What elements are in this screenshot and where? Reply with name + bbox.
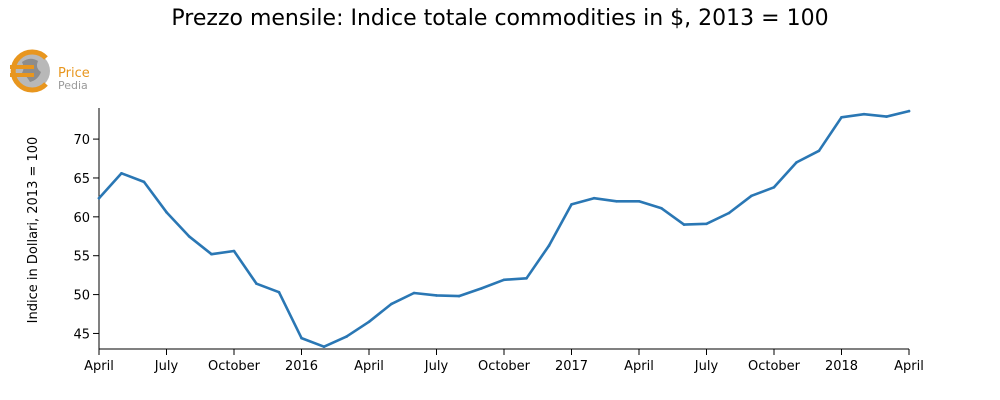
chart-axes: 45 50 55 60 65 70 April July October 2016 April Jul…: [73, 108, 924, 374]
data-point: [412, 291, 416, 295]
data-point: [840, 116, 843, 119]
x-tick-label: July: [154, 359, 179, 374]
pricepedia-logo: Price Pedia: [8, 48, 118, 94]
data-point: [885, 115, 888, 118]
data-point: [907, 109, 911, 113]
x-tick-label: October: [748, 359, 801, 374]
euro-globe-icon: [10, 49, 50, 93]
data-point: [660, 207, 663, 210]
x-tick-label: 2016: [285, 359, 318, 374]
data-point: [480, 287, 483, 290]
y-tick-label: 55: [73, 250, 90, 265]
y-tick-label: 70: [73, 133, 90, 148]
y-tick-label: 45: [73, 327, 90, 342]
data-point: [795, 161, 798, 164]
y-tick-label: 65: [73, 172, 90, 187]
data-point: [390, 302, 393, 306]
data-point: [210, 252, 213, 256]
x-tick-label: October: [478, 359, 531, 374]
logo-text-price: Price: [58, 66, 90, 81]
x-tick-label: April: [354, 359, 384, 374]
data-point: [862, 112, 866, 116]
data-point: [457, 294, 461, 298]
data-point: [255, 282, 258, 286]
data-point: [750, 194, 753, 198]
x-tick-label: April: [84, 359, 114, 374]
data-point: [817, 149, 821, 153]
data-point: [727, 211, 731, 215]
x-tick-label: 2018: [825, 359, 858, 374]
chart-marks: [97, 109, 911, 349]
data-point: [277, 290, 281, 294]
x-tick-label: April: [624, 359, 654, 374]
x-tick-label: July: [694, 359, 719, 374]
data-point: [187, 235, 191, 238]
x-tick-label: July: [424, 359, 449, 374]
series-line: [97, 109, 911, 348]
data-point: [97, 196, 101, 200]
x-tick-label: 2017: [555, 359, 588, 374]
data-point: [682, 223, 686, 226]
data-point: [367, 320, 371, 324]
data-point: [570, 203, 573, 206]
y-tick-label: 50: [73, 289, 90, 304]
data-point: [772, 186, 776, 189]
data-point: [232, 249, 236, 253]
data-point: [345, 335, 348, 338]
data-point: [502, 278, 506, 282]
data-point: [300, 336, 303, 340]
logo-text-pedia: Pedia: [58, 79, 88, 92]
data-point: [322, 345, 326, 349]
y-axis-label: Indice in Dollari, 2013 = 100: [26, 137, 41, 324]
data-point: [615, 200, 618, 203]
data-point: [165, 210, 168, 214]
data-point: [120, 172, 123, 175]
chart-title: Prezzo mensile: Indice totale commoditie…: [171, 6, 829, 31]
data-point: [142, 180, 146, 184]
x-tick-label: April: [894, 359, 924, 374]
x-tick-label: October: [208, 359, 261, 374]
data-point: [705, 222, 708, 226]
y-tick-label: 60: [73, 211, 90, 226]
data-point: [525, 277, 528, 280]
data-point: [547, 244, 551, 247]
data-point: [435, 294, 438, 297]
data-point: [592, 196, 596, 200]
data-point: [637, 200, 641, 203]
